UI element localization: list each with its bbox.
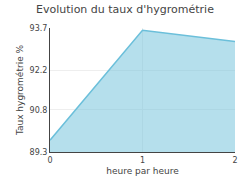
svg-text:93.7: 93.7 — [30, 24, 48, 33]
svg-text:Evolution du taux d'hygrométri: Evolution du taux d'hygrométrie — [36, 3, 214, 16]
svg-text:heure par heure: heure par heure — [106, 166, 179, 176]
svg-text:89.3: 89.3 — [30, 148, 48, 157]
svg-text:92.2: 92.2 — [30, 66, 48, 75]
svg-text:90.8: 90.8 — [30, 106, 48, 115]
svg-text:1: 1 — [140, 156, 145, 165]
svg-text:0: 0 — [47, 156, 52, 165]
svg-text:Taux hygrométrie %: Taux hygrométrie % — [15, 44, 25, 136]
svg-text:2: 2 — [232, 156, 237, 165]
